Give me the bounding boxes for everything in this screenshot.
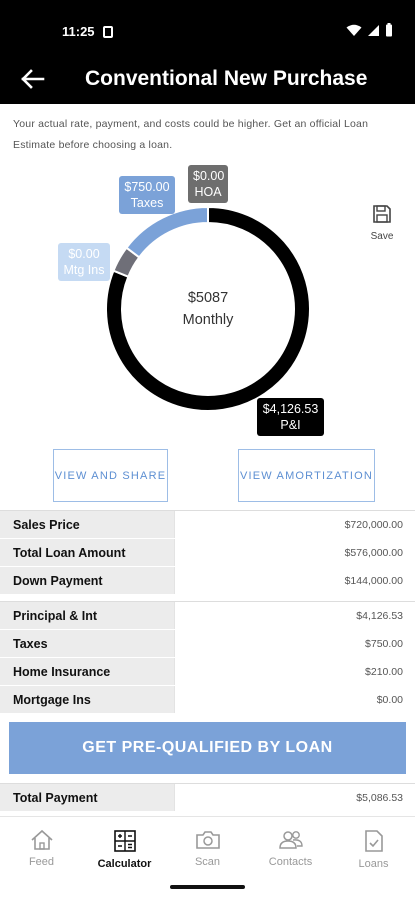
get-prequalified-button[interactable]: GET PRE-QUALIFIED BY LOAN [9, 722, 406, 774]
pi-tag-name: P&I [280, 418, 301, 432]
table-row: Mortgage Ins $0.00 [0, 686, 415, 714]
taxes-tag-name: Taxes [130, 196, 164, 210]
row-label: Total Loan Amount [0, 539, 174, 566]
payment-donut-chart [105, 205, 311, 412]
row-label: Down Payment [0, 567, 174, 594]
hoa-tag-value: $0.00 [193, 169, 225, 183]
table-row: Total Payment $5,086.53 [0, 784, 415, 812]
status-icons [346, 23, 393, 37]
donut-center: $5087 Monthly [158, 287, 258, 331]
table-row: Home Insurance $210.00 [0, 658, 415, 686]
total-value: $5,086.53 [174, 784, 415, 811]
total-label: Total Payment [0, 784, 174, 811]
hoa-tag-name: HOA [194, 185, 222, 199]
row-label: Taxes [0, 630, 174, 657]
donut-slice-pi [105, 205, 311, 412]
view-and-share-button[interactable]: VIEW AND SHARE [53, 449, 168, 502]
camera-icon [195, 831, 220, 849]
save-button[interactable]: Save [367, 204, 397, 242]
row-value: $0.00 [174, 686, 415, 713]
table-row: Sales Price $720,000.00 [0, 511, 415, 539]
signal-icon [368, 24, 379, 36]
mtg-ins-tag: $0.00 Mtg Ins [58, 243, 110, 281]
mtg-ins-tag-value: $0.00 [68, 247, 100, 261]
back-arrow-icon[interactable] [18, 64, 48, 94]
hoa-tag: $0.00 HOA [188, 165, 228, 203]
document-check-icon [364, 830, 383, 852]
taxes-tag: $750.00 Taxes [119, 176, 175, 214]
status-time: 11:25 [62, 24, 95, 39]
row-value: $210.00 [174, 658, 415, 685]
total-payment-table: Total Payment $5,086.53 [0, 783, 415, 812]
status-bar: 11:25 [0, 0, 415, 56]
row-value: $720,000.00 [174, 511, 415, 538]
floppy-disk-icon [373, 205, 391, 223]
home-icon [30, 829, 53, 850]
contacts-icon [278, 831, 303, 849]
page-title: Conventional New Purchase [85, 67, 368, 90]
mtg-ins-tag-name: Mtg Ins [63, 263, 105, 277]
app-bar: Conventional New Purchase [0, 56, 415, 104]
table-row: Total Loan Amount $576,000.00 [0, 539, 415, 567]
row-value: $576,000.00 [174, 539, 415, 566]
taxes-tag-value: $750.00 [124, 180, 170, 194]
table-row: Down Payment $144,000.00 [0, 567, 415, 595]
pi-tag-value: $4,126.53 [262, 402, 319, 416]
monthly-label: Monthly [182, 312, 234, 328]
nav-item-loans[interactable]: Loans [332, 817, 415, 878]
donut-slice-taxes [125, 205, 209, 259]
save-label: Save [370, 231, 394, 242]
row-value: $4,126.53 [174, 602, 415, 629]
row-label: Sales Price [0, 511, 174, 538]
nav-label: Feed [28, 856, 55, 868]
table-row: Taxes $750.00 [0, 630, 415, 658]
nav-label: Contacts [268, 856, 313, 868]
disclaimer-text: Your actual rate, payment, and costs cou… [13, 118, 369, 151]
nav-item-contacts[interactable]: Contacts [249, 817, 332, 878]
row-label: Principal & Int [0, 602, 174, 629]
view-amortization-button[interactable]: VIEW AMORTIZATION [238, 449, 375, 502]
home-gesture-handle [170, 885, 245, 889]
battery-icon [386, 23, 392, 37]
nav-label: Scan [194, 856, 221, 868]
nav-item-calculator[interactable]: Calculator [83, 817, 166, 878]
nav-label: Loans [358, 858, 389, 870]
nav-item-feed[interactable]: Feed [0, 817, 83, 878]
bottom-nav: Feed Calculator Scan Contacts Loans [0, 816, 415, 878]
wifi-icon [346, 24, 362, 36]
payment-breakdown-table: Principal & Int $4,126.53 Taxes $750.00 Ho… [0, 601, 415, 714]
row-value: $144,000.00 [174, 567, 415, 594]
pi-tag: $4,126.53 P&I [257, 398, 324, 436]
sim-icon [103, 26, 113, 38]
loan-summary-table: Sales Price $720,000.00 Total Loan Amount… [0, 510, 415, 595]
nav-label: Calculator [97, 858, 152, 870]
row-value: $750.00 [174, 630, 415, 657]
calculator-icon [113, 830, 136, 852]
nav-item-scan[interactable]: Scan [166, 817, 249, 878]
table-row: Principal & Int $4,126.53 [0, 602, 415, 630]
monthly-total: $5087 [187, 290, 229, 306]
row-label: Home Insurance [0, 658, 174, 685]
row-label: Mortgage Ins [0, 686, 174, 713]
